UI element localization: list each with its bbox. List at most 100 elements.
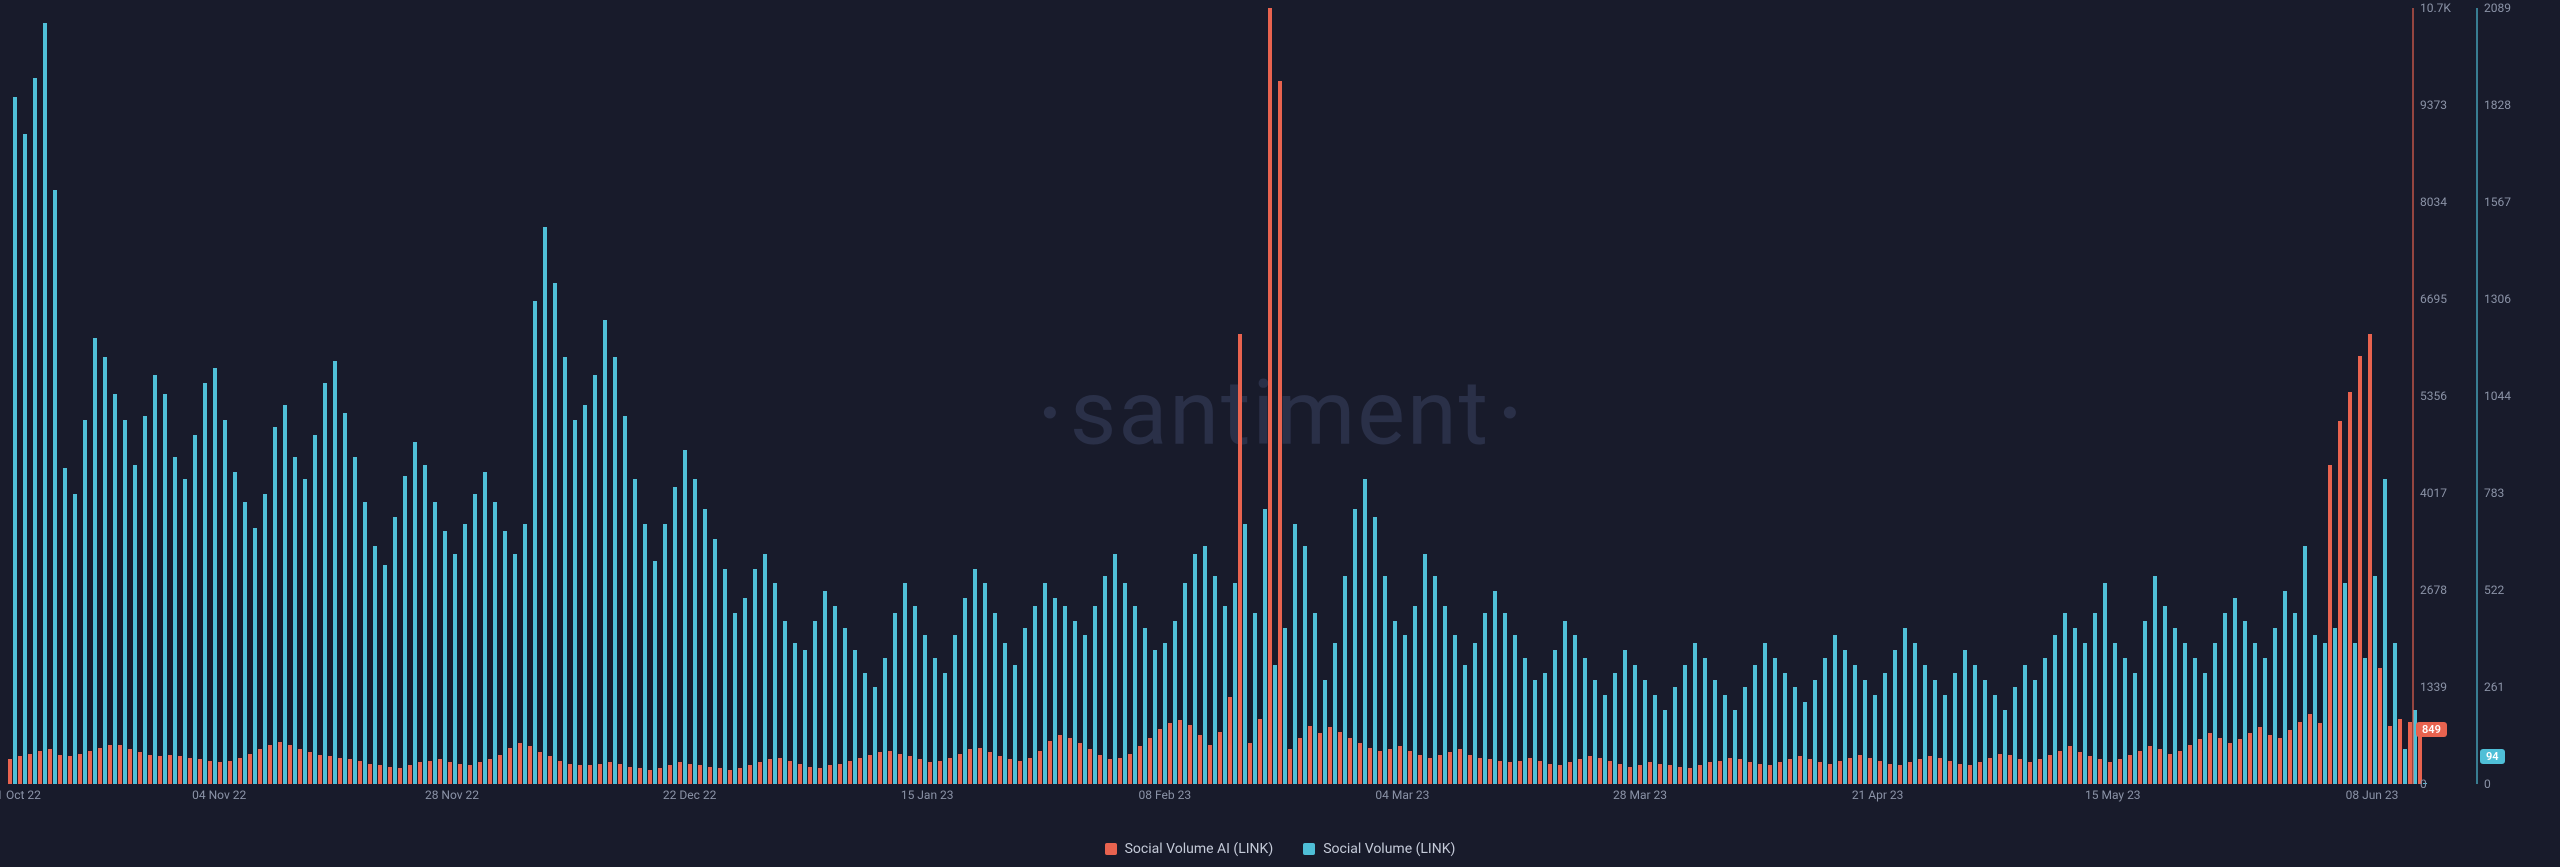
bar-group[interactable] <box>478 8 487 784</box>
bar-group[interactable] <box>618 8 627 784</box>
bar-group[interactable] <box>758 8 767 784</box>
bar-group[interactable] <box>128 8 137 784</box>
bar-group[interactable] <box>158 8 167 784</box>
bar-group[interactable] <box>838 8 847 784</box>
bar-group[interactable] <box>1038 8 1047 784</box>
bar-group[interactable] <box>2028 8 2037 784</box>
bar-group[interactable] <box>268 8 277 784</box>
bar-group[interactable] <box>378 8 387 784</box>
bar-group[interactable] <box>1578 8 1587 784</box>
bar-group[interactable] <box>1698 8 1707 784</box>
bar-group[interactable] <box>1198 8 1207 784</box>
bar-group[interactable] <box>318 8 327 784</box>
bar-group[interactable] <box>418 8 427 784</box>
bar-group[interactable] <box>1358 8 1367 784</box>
bar-group[interactable] <box>1408 8 1417 784</box>
bar-group[interactable] <box>1818 8 1827 784</box>
bar-group[interactable] <box>2078 8 2087 784</box>
bar-group[interactable] <box>2058 8 2067 784</box>
bar-group[interactable] <box>648 8 657 784</box>
bar-group[interactable] <box>2068 8 2077 784</box>
bar-group[interactable] <box>1978 8 1987 784</box>
bar-group[interactable] <box>198 8 207 784</box>
bar-group[interactable] <box>888 8 897 784</box>
bar-group[interactable] <box>298 8 307 784</box>
bar-group[interactable] <box>778 8 787 784</box>
bar-group[interactable] <box>1088 8 1097 784</box>
bar-group[interactable] <box>1938 8 1947 784</box>
bar-group[interactable] <box>388 8 397 784</box>
bar-group[interactable] <box>28 8 37 784</box>
bar-group[interactable] <box>588 8 597 784</box>
bar-group[interactable] <box>1848 8 1857 784</box>
bar-group[interactable] <box>1148 8 1157 784</box>
bar-group[interactable] <box>928 8 937 784</box>
bar-group[interactable] <box>2188 8 2197 784</box>
bar-group[interactable] <box>728 8 737 784</box>
bar-group[interactable] <box>2328 8 2337 784</box>
bar-group[interactable] <box>1638 8 1647 784</box>
bar-group[interactable] <box>1218 8 1227 784</box>
bar-group[interactable] <box>48 8 57 784</box>
bar-group[interactable] <box>1028 8 1037 784</box>
bar-group[interactable] <box>1738 8 1747 784</box>
bar-group[interactable] <box>288 8 297 784</box>
bar-group[interactable] <box>508 8 517 784</box>
bar-group[interactable] <box>808 8 817 784</box>
bar-group[interactable] <box>118 8 127 784</box>
bar-group[interactable] <box>1378 8 1387 784</box>
bar-group[interactable] <box>1188 8 1197 784</box>
bar-group[interactable] <box>1618 8 1627 784</box>
bar-group[interactable] <box>328 8 337 784</box>
bar-group[interactable] <box>2338 8 2347 784</box>
bar-group[interactable] <box>1468 8 1477 784</box>
bar-group[interactable] <box>538 8 547 784</box>
bar-group[interactable] <box>1748 8 1757 784</box>
bar-group[interactable] <box>2098 8 2107 784</box>
bar-group[interactable] <box>1668 8 1677 784</box>
bar-group[interactable] <box>1488 8 1497 784</box>
bar-group[interactable] <box>958 8 967 784</box>
bar-group[interactable] <box>2288 8 2297 784</box>
bar-group[interactable] <box>1258 8 1267 784</box>
bar-group[interactable] <box>2148 8 2157 784</box>
bar-group[interactable] <box>1568 8 1577 784</box>
bar-group[interactable] <box>1868 8 1877 784</box>
bar-group[interactable] <box>1308 8 1317 784</box>
bar-group[interactable] <box>58 8 67 784</box>
bar-group[interactable] <box>208 8 217 784</box>
bar-group[interactable] <box>188 8 197 784</box>
bar-group[interactable] <box>338 8 347 784</box>
bar-group[interactable] <box>248 8 257 784</box>
bar-group[interactable] <box>1518 8 1527 784</box>
bar-group[interactable] <box>348 8 357 784</box>
bar-group[interactable] <box>1558 8 1567 784</box>
bar-group[interactable] <box>88 8 97 784</box>
bar-group[interactable] <box>2268 8 2277 784</box>
bar-group[interactable] <box>678 8 687 784</box>
bar-group[interactable] <box>368 8 377 784</box>
bar-group[interactable] <box>8 8 17 784</box>
bar-group[interactable] <box>218 8 227 784</box>
bar-group[interactable] <box>1428 8 1437 784</box>
bar-group[interactable] <box>408 8 417 784</box>
bar-group[interactable] <box>2248 8 2257 784</box>
bar-group[interactable] <box>1288 8 1297 784</box>
bar-group[interactable] <box>1508 8 1517 784</box>
bar-group[interactable] <box>1278 8 1287 784</box>
bar-group[interactable] <box>1958 8 1967 784</box>
bar-group[interactable] <box>608 8 617 784</box>
bar-group[interactable] <box>698 8 707 784</box>
bar-group[interactable] <box>2378 8 2387 784</box>
bar-group[interactable] <box>2298 8 2307 784</box>
bar-group[interactable] <box>1788 8 1797 784</box>
bar-group[interactable] <box>1348 8 1357 784</box>
bar-group[interactable] <box>1018 8 1027 784</box>
bar-group[interactable] <box>2368 8 2377 784</box>
bar-group[interactable] <box>1538 8 1547 784</box>
bar-group[interactable] <box>1398 8 1407 784</box>
bar-group[interactable] <box>18 8 27 784</box>
bar-group[interactable] <box>1108 8 1117 784</box>
bar-group[interactable] <box>668 8 677 784</box>
bar-group[interactable] <box>2358 8 2367 784</box>
